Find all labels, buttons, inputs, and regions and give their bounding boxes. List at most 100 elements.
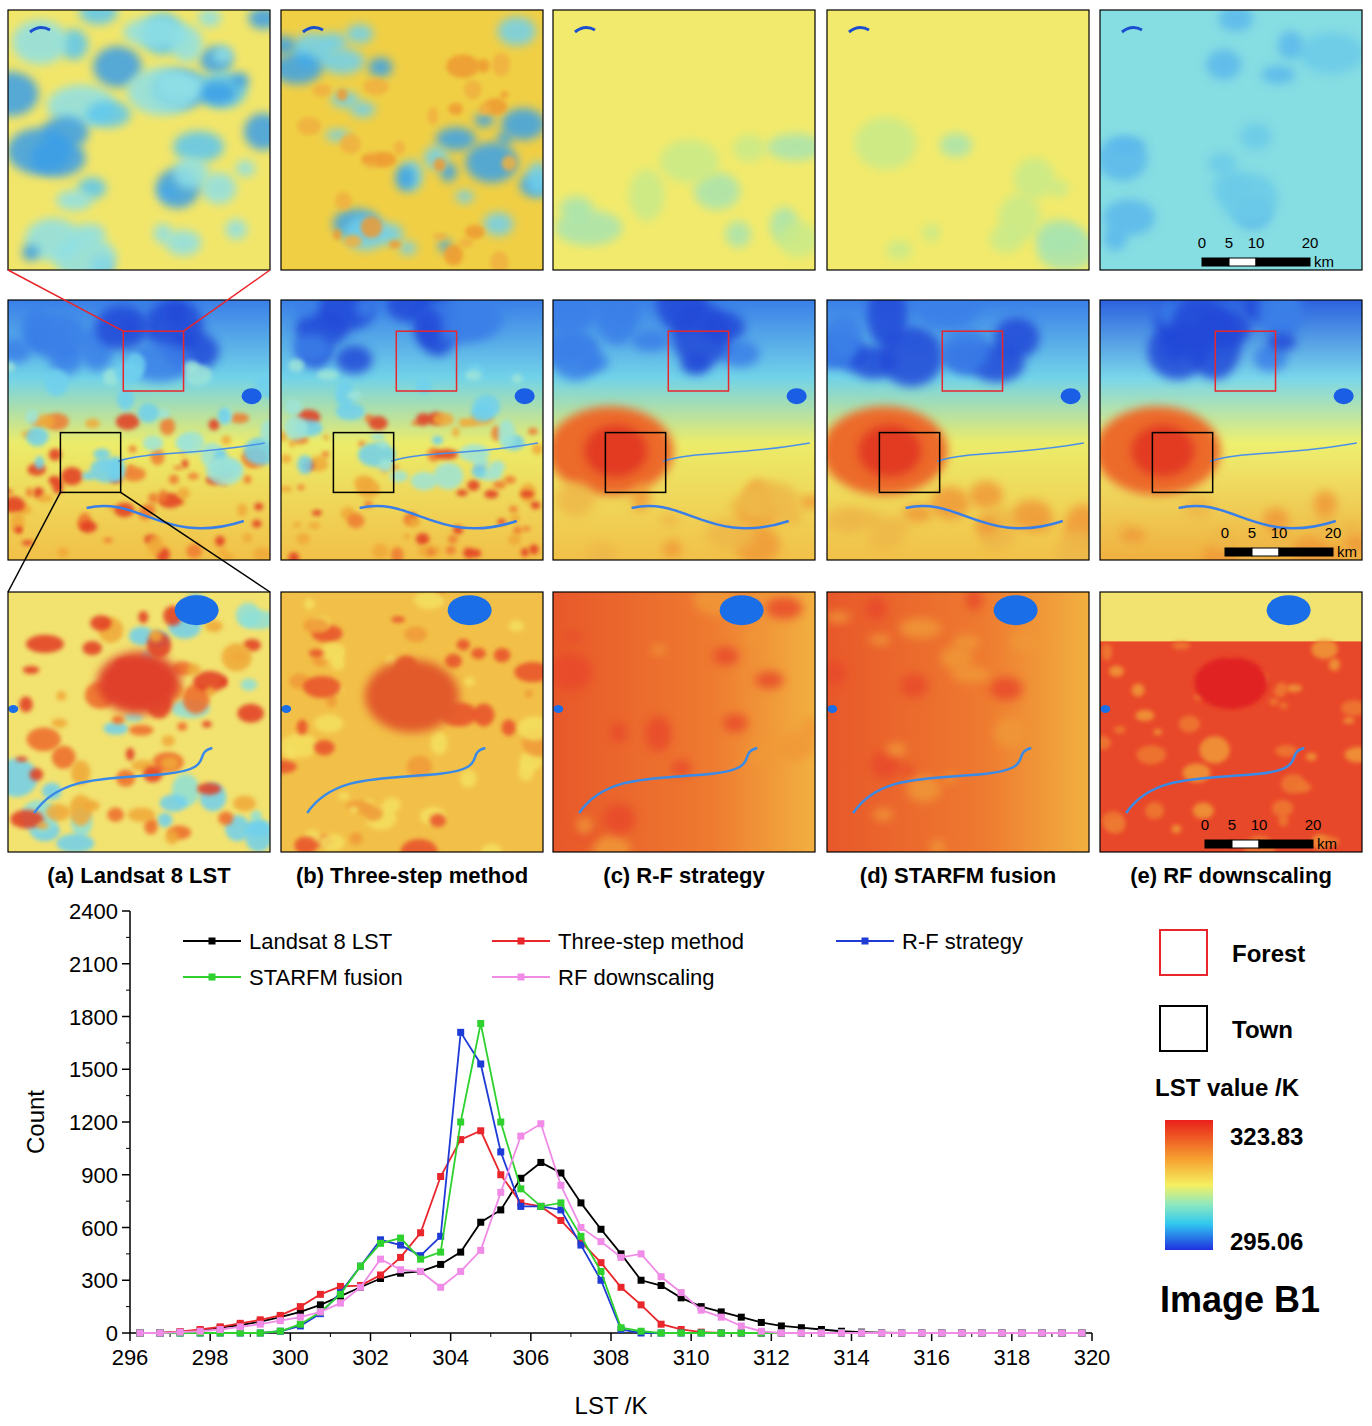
- map-texture: [46, 804, 70, 821]
- series-marker: [297, 1314, 304, 1321]
- map-texture: [200, 47, 233, 74]
- forest-box: [942, 331, 1002, 391]
- map-texture: [532, 443, 543, 454]
- x-tick-label: 312: [753, 1345, 790, 1370]
- x-tick: [129, 1333, 131, 1341]
- map-texture: [504, 476, 516, 484]
- series-marker: [798, 1330, 805, 1337]
- map-texture: [104, 722, 129, 735]
- map-texture: [464, 677, 475, 686]
- series-marker: [437, 1284, 444, 1291]
- series-line: [140, 1124, 1082, 1333]
- map-texture: [493, 480, 506, 488]
- map-texture: [411, 472, 438, 490]
- series-marker: [537, 1203, 544, 1210]
- town-box: [879, 433, 939, 493]
- series-marker: [718, 1330, 725, 1337]
- legend-label: Landsat 8 LST: [249, 929, 392, 954]
- map-texture: [404, 627, 427, 643]
- map-texture: [344, 235, 362, 248]
- series-marker: [678, 1330, 685, 1337]
- map-texture: [294, 836, 317, 852]
- map-texture: [173, 157, 209, 189]
- y-tick: [122, 1016, 130, 1018]
- map-texture: [512, 374, 523, 384]
- map-texture: [404, 533, 410, 539]
- y-minor-tick: [126, 1253, 130, 1254]
- series-marker: [1018, 1330, 1025, 1337]
- map-urban: [827, 407, 948, 495]
- series-marker: [177, 1330, 184, 1337]
- map-texture: [395, 166, 415, 191]
- map-texture: [281, 36, 296, 55]
- map-texture: [95, 305, 148, 350]
- series-marker: [1038, 1330, 1045, 1337]
- x-tick: [209, 1333, 211, 1341]
- map-lake: [448, 595, 492, 625]
- map-texture: [610, 300, 634, 322]
- series-marker: [177, 1330, 184, 1337]
- map-texture: [663, 540, 682, 558]
- map-texture: [464, 80, 482, 99]
- series-marker: [718, 1330, 725, 1337]
- scale-label: 0: [1221, 524, 1229, 541]
- series-marker: [858, 1330, 865, 1337]
- scale-unit: km: [1317, 835, 1337, 852]
- series-marker: [818, 1330, 825, 1337]
- forest-box: [1215, 331, 1275, 391]
- map-texture: [30, 768, 44, 781]
- series-marker: [437, 1261, 444, 1268]
- map-texture: [8, 338, 32, 363]
- series-marker: [577, 1242, 584, 1249]
- x-tick: [530, 1333, 532, 1341]
- series-marker: [838, 1330, 845, 1337]
- series-marker: [1078, 1330, 1085, 1337]
- series-marker: [1058, 1330, 1065, 1337]
- map-texture: [212, 46, 233, 64]
- series-marker: [858, 1329, 865, 1336]
- map-texture: [253, 547, 270, 560]
- colorbar: [1165, 1120, 1213, 1250]
- map-texture: [323, 435, 329, 441]
- map-texture: [27, 314, 87, 360]
- map-texture: [1208, 153, 1237, 176]
- map-texture: [526, 162, 543, 195]
- map-texture: [390, 471, 408, 483]
- map-texture: [1279, 703, 1288, 709]
- map-texture: [83, 641, 102, 655]
- series-marker: [918, 1330, 925, 1337]
- series-marker: [457, 1268, 464, 1275]
- map-texture: [465, 142, 518, 183]
- map-texture: [235, 160, 255, 176]
- map-texture: [284, 416, 307, 440]
- series-marker: [197, 1327, 204, 1334]
- map-texture: [129, 725, 153, 736]
- map-texture: [578, 353, 609, 372]
- series-marker: [698, 1330, 705, 1337]
- map-texture: [408, 517, 420, 528]
- map-texture: [83, 800, 100, 811]
- series-marker: [177, 1328, 184, 1335]
- map-panel: [553, 10, 815, 270]
- map-urban: [97, 652, 181, 714]
- map-texture: [27, 326, 70, 351]
- map-texture: [427, 548, 435, 555]
- map-texture: [509, 620, 524, 631]
- map-texture: [827, 611, 851, 622]
- map-texture: [941, 328, 990, 375]
- series-marker: [958, 1330, 965, 1337]
- map-texture: [56, 691, 66, 701]
- map-texture: [953, 634, 980, 650]
- x-tick: [450, 1333, 452, 1341]
- map-texture: [525, 690, 533, 698]
- map-texture: [994, 718, 1025, 748]
- map-base: [827, 592, 1089, 852]
- y-tick: [122, 1332, 130, 1334]
- map-texture: [26, 427, 49, 446]
- plot-area: [137, 1020, 1086, 1336]
- map-texture: [401, 839, 438, 852]
- map-texture: [177, 722, 187, 731]
- series-marker: [157, 1329, 164, 1336]
- map-texture: [520, 490, 534, 498]
- y-tick-label: 2100: [69, 952, 118, 977]
